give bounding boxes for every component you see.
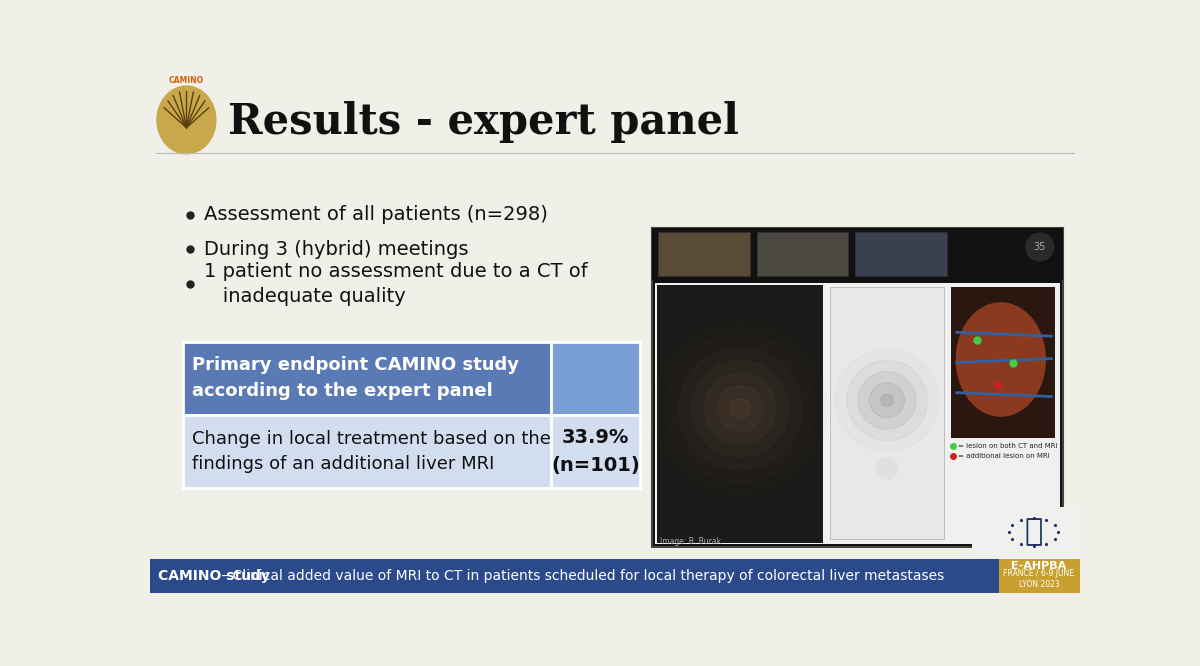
Text: 1 patient no assessment due to a CT of
   inadequate quality: 1 patient no assessment due to a CT of i… bbox=[204, 262, 588, 306]
Text: 33.9%
(n=101): 33.9% (n=101) bbox=[551, 428, 640, 475]
FancyBboxPatch shape bbox=[757, 232, 848, 276]
FancyBboxPatch shape bbox=[653, 228, 1063, 280]
Circle shape bbox=[1026, 233, 1054, 261]
Text: FRANCE / 6-9 JUNE
LYON 2023: FRANCE / 6-9 JUNE LYON 2023 bbox=[1003, 569, 1074, 589]
FancyBboxPatch shape bbox=[972, 507, 1080, 565]
Circle shape bbox=[730, 399, 750, 418]
Ellipse shape bbox=[157, 86, 216, 154]
Text: During 3 (hybrid) meetings: During 3 (hybrid) meetings bbox=[204, 240, 469, 259]
FancyBboxPatch shape bbox=[656, 285, 823, 543]
Circle shape bbox=[881, 394, 893, 407]
FancyBboxPatch shape bbox=[829, 287, 944, 539]
Text: Assessment of all patients (n=298): Assessment of all patients (n=298) bbox=[204, 205, 548, 224]
FancyBboxPatch shape bbox=[653, 228, 1063, 547]
Circle shape bbox=[858, 372, 916, 429]
FancyBboxPatch shape bbox=[552, 415, 640, 488]
Circle shape bbox=[691, 360, 788, 457]
Text: Change in local treatment based on the
findings of an additional liver MRI: Change in local treatment based on the f… bbox=[192, 430, 551, 474]
Text: Primary endpoint CAMINO study
according to the expert panel: Primary endpoint CAMINO study according … bbox=[192, 356, 518, 400]
FancyBboxPatch shape bbox=[950, 287, 1055, 438]
Text: – Clinical added value of MRI to CT in patients scheduled for local therapy of c: – Clinical added value of MRI to CT in p… bbox=[217, 569, 944, 583]
FancyBboxPatch shape bbox=[856, 232, 947, 276]
Ellipse shape bbox=[956, 303, 1045, 416]
Circle shape bbox=[847, 360, 928, 440]
Text: 🦁: 🦁 bbox=[1025, 517, 1043, 546]
FancyBboxPatch shape bbox=[150, 559, 998, 593]
Text: = lesion on both CT and MRI: = lesion on both CT and MRI bbox=[959, 443, 1058, 449]
Text: = additional lesion on MRI: = additional lesion on MRI bbox=[959, 454, 1050, 460]
FancyBboxPatch shape bbox=[182, 342, 552, 415]
FancyBboxPatch shape bbox=[182, 415, 552, 488]
Circle shape bbox=[718, 386, 763, 432]
FancyBboxPatch shape bbox=[655, 283, 1060, 544]
Text: Image: B. Burak: Image: B. Burak bbox=[660, 537, 721, 545]
Text: 35: 35 bbox=[1033, 242, 1046, 252]
Text: CAMINO study: CAMINO study bbox=[157, 569, 270, 583]
Text: CAMINO: CAMINO bbox=[169, 75, 204, 85]
Circle shape bbox=[704, 373, 776, 444]
FancyBboxPatch shape bbox=[659, 232, 750, 276]
FancyBboxPatch shape bbox=[998, 559, 1080, 593]
Circle shape bbox=[876, 458, 898, 479]
Text: E-AHPBA: E-AHPBA bbox=[1012, 561, 1067, 571]
Circle shape bbox=[869, 383, 905, 418]
FancyBboxPatch shape bbox=[552, 342, 640, 415]
Text: Results - expert panel: Results - expert panel bbox=[228, 101, 738, 143]
